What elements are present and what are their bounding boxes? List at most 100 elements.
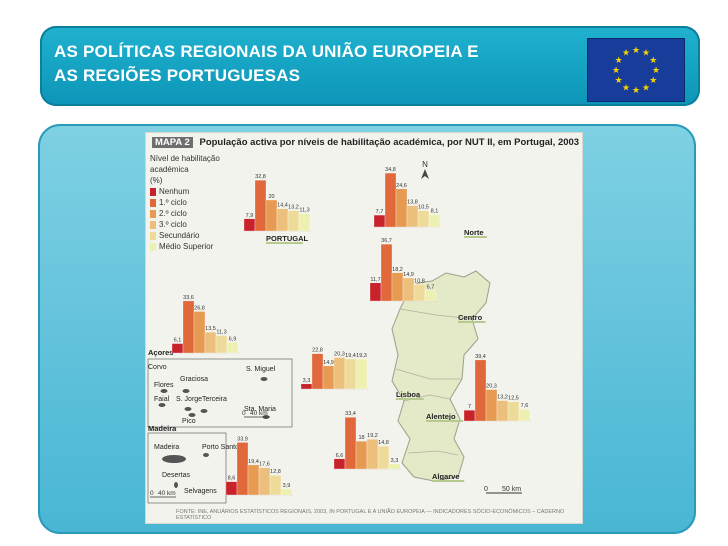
legend-label: Nenhum [159, 187, 190, 196]
bar [182, 300, 195, 354]
island-shape [174, 482, 178, 488]
bar [226, 342, 239, 354]
legend-swatch [150, 198, 156, 207]
bar [355, 358, 368, 390]
island-shape [158, 403, 166, 407]
bar [395, 188, 408, 228]
bar-value-label: 22,8 [312, 348, 323, 354]
map-source: FONTE: INE, ANUÁRIOS ESTATÍSTICOS REGION… [176, 509, 565, 521]
bar-value-label: 8,6 [228, 476, 236, 482]
madeira-scale-label: 40 km [158, 490, 176, 497]
madeira-island-label: Porto Santo [202, 444, 239, 451]
flag-star-icon: ★ [642, 82, 650, 92]
bar [344, 417, 357, 470]
bar-value-label: 19,3 [356, 353, 367, 359]
portugal-mainland-shape [391, 270, 491, 482]
bar-value-label: 20,3 [334, 352, 345, 358]
bar-value-label: 26,8 [194, 305, 205, 311]
legend-title: Nível de habilitação académica (%) [150, 154, 220, 185]
bar-value-label: 32,8 [255, 174, 266, 180]
bar [507, 401, 520, 422]
madeira-island-label: Madeira [154, 444, 179, 451]
bar-value-label: 11,7 [370, 277, 380, 283]
region-border [399, 308, 473, 320]
azores-island-label: Pico [182, 418, 196, 425]
bar-value-label: 10,8 [414, 278, 425, 284]
bar [254, 180, 267, 232]
island-shape [260, 377, 268, 381]
azores-scale-label: 40 km [250, 410, 268, 417]
region-label: PORTUGAL [266, 234, 309, 243]
bar-value-label: 33,9 [237, 436, 248, 442]
bar [388, 463, 401, 470]
legend-swatch [150, 242, 156, 251]
bar-value-label: 19,4 [345, 353, 356, 359]
region-label: Lisboa [396, 390, 421, 399]
azores-island-label: Graciosa [180, 376, 208, 383]
bar-value-label: 7,9 [246, 213, 254, 219]
bar-value-label: 19,4 [248, 459, 259, 465]
bar [311, 353, 324, 390]
flag-star-icon: ★ [642, 48, 650, 58]
madeira-island-label: Selvagens [184, 488, 217, 495]
bar-value-label: 12,5 [508, 396, 519, 402]
bar [428, 214, 441, 228]
azores-island-label: S. Miguel [246, 366, 276, 373]
bar [171, 343, 184, 354]
bar-value-label: 20,3 [486, 384, 497, 390]
azores-island-label: Flores [154, 382, 174, 389]
region-border [407, 450, 459, 456]
bar [265, 199, 278, 232]
bar-value-label: 13,2 [497, 395, 508, 401]
bar-value-label: 3,9 [283, 483, 291, 489]
legend-item: 3.º ciclo [150, 219, 220, 230]
legend-label: 2.º ciclo [159, 209, 187, 218]
flag-star-icon: ★ [615, 55, 623, 65]
slide-title-line2: AS REGIÕES PORTUGUESAS [54, 66, 301, 85]
bar [402, 277, 415, 302]
bar [355, 440, 368, 470]
bar-value-label: 13,2 [288, 205, 299, 211]
bar-value-label: 14,9 [323, 360, 334, 366]
madeira-label: Madeira [148, 424, 177, 433]
legend-label: Secundário [159, 231, 200, 240]
bar-value-label: 36,7 [381, 238, 392, 244]
azores-label: Açores [148, 348, 173, 357]
map-title-text: População activa por níveis de habilitaç… [199, 137, 580, 148]
legend-label: Médio Superior [159, 242, 214, 251]
bar-value-label: 3,3 [303, 378, 311, 384]
map-badge: MAPA 2 [152, 137, 193, 148]
bar-value-label: 6,6 [336, 453, 344, 459]
island-shape [203, 453, 209, 457]
bar [215, 335, 228, 354]
bar-value-label: 19,2 [367, 433, 378, 439]
island-shape [160, 389, 168, 393]
azores-island-label: Terceira [202, 396, 227, 403]
title-banner: AS POLÍTICAS REGIONAIS DA UNIÃO EUROPEIA… [40, 26, 700, 106]
flag-star-icon: ★ [622, 82, 630, 92]
region-label: Alentejo [426, 412, 456, 421]
bar [424, 290, 437, 302]
bar [417, 210, 430, 228]
bar [474, 359, 487, 422]
bar [243, 218, 256, 232]
flag-star-icon: ★ [612, 65, 620, 75]
bar [300, 383, 313, 390]
bar [373, 214, 386, 228]
region-label: Centro [458, 313, 483, 322]
legend-label: 1.º ciclo [159, 198, 187, 207]
bar [384, 172, 397, 228]
bar-value-label: 11,3 [216, 329, 226, 335]
legend-item: 2.º ciclo [150, 208, 220, 219]
bar [287, 210, 300, 232]
legend-swatch [150, 187, 156, 196]
flag-star-icon: ★ [632, 45, 640, 55]
bar [344, 358, 357, 390]
azores-scale-label: 0 [242, 410, 246, 417]
bar [276, 208, 289, 232]
bar [485, 389, 498, 422]
bar [391, 272, 404, 302]
bar [463, 409, 476, 422]
island-shape [188, 413, 196, 417]
map-legend: Nível de habilitação académica (%) Nenhu… [150, 153, 220, 252]
